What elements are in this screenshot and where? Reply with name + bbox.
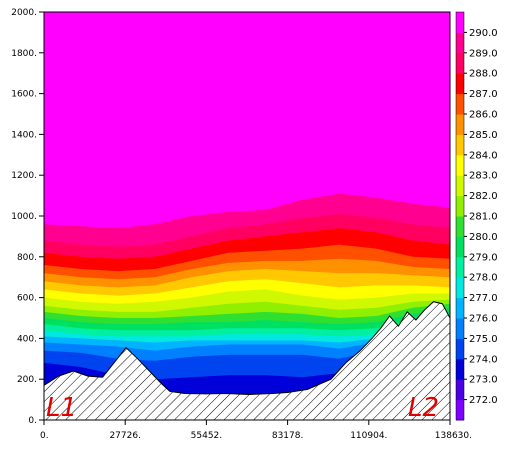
colorbar-label: 279.0: [469, 252, 498, 263]
colorbar-segment: [456, 93, 464, 115]
colorbar-segment: [456, 297, 464, 319]
x-tick-label: 83178.: [272, 431, 304, 441]
terrain-hatch: [44, 301, 450, 420]
colorbar-label: 275.0: [469, 334, 498, 345]
colorbar-label: 286.0: [469, 110, 498, 121]
colorbar-label: 290.0: [469, 28, 498, 39]
colorbar-segment: [456, 277, 464, 299]
y-tick-label: 800.: [17, 253, 37, 263]
colorbar-segment: [456, 154, 464, 176]
colorbar-segment: [456, 318, 464, 339]
colorbar-label: 285.0: [469, 130, 498, 141]
y-tick-label: 400.: [17, 334, 37, 344]
colorbar-segment: [456, 216, 464, 237]
colorbar-segment: [456, 73, 464, 95]
colorbar: 272.0 273.0 274.0 275.0 276.0 277.0 278.0 279.0…: [455, 11, 498, 421]
colorbar-label: 287.0: [469, 89, 498, 100]
colorbar-segment: [456, 236, 464, 258]
colorbar-segment: [456, 32, 464, 54]
x-tick-label: 110904.: [350, 431, 387, 441]
colorbar-label: 273.0: [469, 375, 498, 386]
endpoint-label-l1: L1: [46, 393, 77, 423]
colorbar-label: 289.0: [469, 48, 498, 59]
y-tick-label: 1600.: [11, 90, 37, 100]
y-tick-label: 600.: [17, 294, 37, 304]
colorbar-segment: [456, 134, 464, 156]
x-tick-label: 138630.: [435, 431, 472, 441]
colorbar-label: 280.0: [469, 232, 498, 243]
colorbar-segment: [456, 195, 464, 217]
colorbar-label: 288.0: [469, 69, 498, 80]
colorbar-label: 284.0: [469, 150, 498, 161]
endpoint-label-l2: L2: [408, 393, 439, 423]
colorbar-segment: [456, 256, 464, 278]
y-tick-label: 200.: [17, 375, 37, 385]
y-tick-label: 1400.: [11, 130, 37, 140]
colorbar-label: 276.0: [469, 314, 498, 325]
y-tick-label: 1800.: [11, 49, 37, 59]
colorbar-label: 274.0: [469, 354, 498, 365]
colorbar-label: 282.0: [469, 191, 498, 202]
colorbar-segment: [456, 338, 464, 360]
colorbar-segment: [456, 114, 464, 135]
x-tick-label: 55452.: [191, 431, 223, 441]
x-axis: 0. 27726. 55452. 83178. 110904. 138630.: [40, 420, 472, 441]
colorbar-segment: [456, 12, 464, 33]
terrain-profile: [44, 301, 450, 420]
colorbar-segment: [456, 175, 464, 197]
colorbar-segment: [456, 379, 464, 401]
y-tick-label: 1000.: [11, 212, 37, 222]
colorbar-segment: [456, 52, 464, 74]
colorbar-segment: [456, 399, 464, 421]
y-tick-label: 2000.: [11, 8, 37, 18]
colorbar-label: 281.0: [469, 212, 498, 223]
y-tick-label: 1200.: [11, 171, 37, 181]
x-tick-label: 0.: [40, 431, 49, 441]
colorbar-label: 277.0: [469, 293, 498, 304]
x-tick-label: 27726.: [109, 431, 141, 441]
y-axis: 0. 200. 400. 600. 800. 1000. 1200. 1400. 1600. 18…: [11, 8, 44, 426]
colorbar-segment: [456, 358, 464, 380]
colorbar-label: 283.0: [469, 171, 498, 182]
colorbar-label: 278.0: [469, 273, 498, 284]
y-tick-label: 0.: [28, 416, 37, 426]
colorbar-label: 272.0: [469, 395, 498, 406]
